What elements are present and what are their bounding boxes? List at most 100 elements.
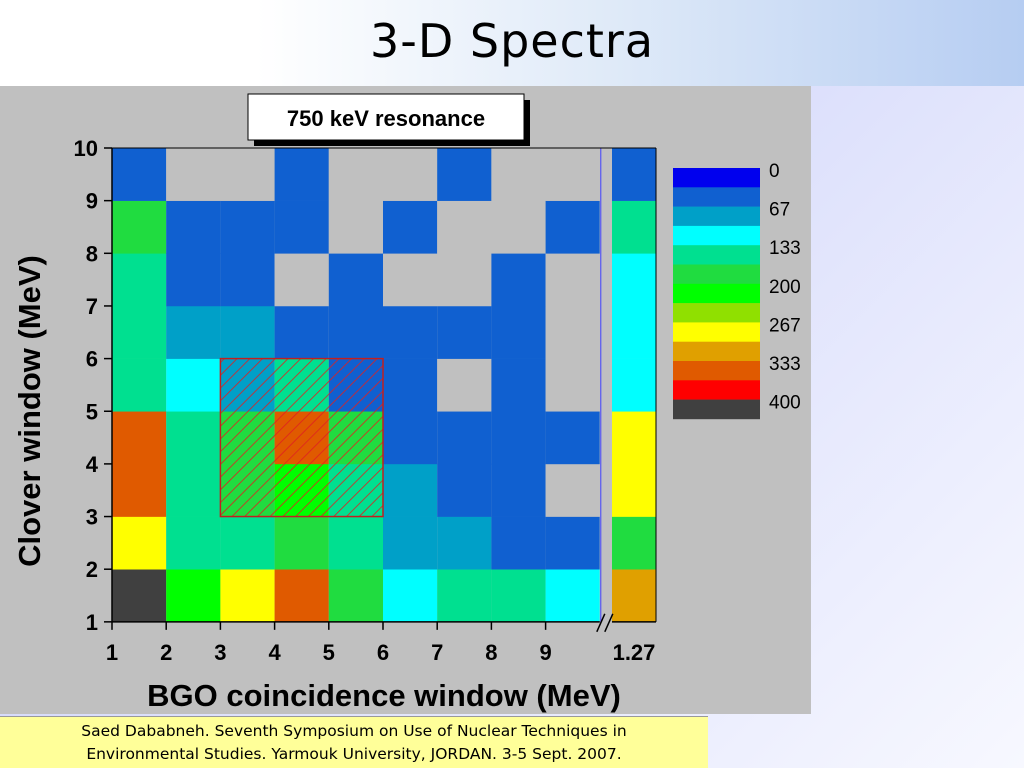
heatmap-cell (437, 463, 492, 517)
legend-swatch (673, 187, 760, 207)
heatmap-cell (328, 253, 383, 307)
heatmap-cell (328, 148, 383, 201)
y-tick-label: 5 (86, 399, 98, 424)
y-tick-label: 10 (74, 136, 98, 161)
heatmap-cell (491, 305, 546, 359)
axis-break-mark (604, 613, 614, 633)
heatmap-cell (166, 358, 221, 412)
heatmap-cell (112, 253, 167, 307)
x-tick-label: 3 (214, 640, 226, 665)
heatmap-cell (112, 305, 167, 359)
legend-swatch (673, 206, 760, 227)
legend-label: 267 (769, 315, 801, 336)
legend-label: 333 (769, 354, 801, 375)
x-tick-label: 4 (268, 640, 281, 665)
heatmap-cell (491, 411, 546, 465)
y-tick-label: 8 (86, 241, 98, 266)
heatmap-cell (612, 200, 656, 254)
y-axis-label: Clover window (MeV) (12, 255, 47, 567)
heatmap-cell (166, 148, 221, 201)
heatmap-cell (112, 516, 167, 570)
legend-swatch (673, 264, 760, 285)
heatmap-cell (383, 516, 438, 570)
x-tick-label: 2 (160, 640, 172, 665)
heatmap-cell (220, 516, 275, 570)
heatmap-cell (274, 305, 329, 359)
heatmap-cell (220, 305, 275, 359)
slide-title: 3-D Spectra (369, 14, 655, 68)
heatmap-cell (112, 358, 167, 412)
heatmap-cell (437, 148, 492, 201)
heatmap-cell (437, 569, 492, 623)
y-tick-label: 1 (86, 610, 98, 635)
heatmap-cell (491, 148, 546, 201)
axis-break-mark (596, 613, 606, 633)
y-tick-label: 4 (86, 452, 99, 477)
plot-panel: 1 2 3 4 5 6 7 8 9 10 1 2 3 4 5 6 7 8 9 1.27 0 67 133 200 267 333… (0, 86, 811, 714)
heatmap-cell (383, 569, 438, 623)
legend-label: 0 (769, 161, 780, 182)
heatmap-cell (545, 148, 600, 201)
y-tick-label: 6 (86, 347, 98, 372)
heatmap-cell (383, 200, 438, 254)
legend-swatch (673, 245, 760, 265)
y-tick-label: 2 (86, 557, 98, 582)
legend-swatch (673, 168, 760, 188)
y-tick-label: 7 (86, 294, 98, 319)
heatmap-cell (491, 358, 546, 412)
heatmap-cell (112, 411, 167, 465)
heatmap-cell (166, 200, 221, 254)
heatmap-cell (328, 200, 383, 254)
legend-label: 133 (769, 238, 801, 259)
heatmap-cell (612, 411, 656, 465)
legend-swatch (673, 380, 760, 400)
heatmap-cell (383, 253, 438, 307)
legend-swatch (673, 399, 760, 420)
heatmap-cell (274, 148, 329, 201)
x-tick-label: 1.27 (613, 640, 656, 665)
heatmap-cell (612, 463, 656, 517)
x-axis-label: BGO coincidence window (MeV) (147, 678, 621, 713)
heatmap-cell (545, 463, 600, 517)
heatmap-cell (328, 569, 383, 623)
legend-swatch (673, 322, 760, 342)
heatmap-cell (612, 305, 656, 359)
heatmap-cell (612, 358, 656, 412)
heatmap-cell (545, 516, 600, 570)
heatmap-cell (437, 200, 492, 254)
heatmap-cell (545, 253, 600, 307)
heatmap-cell (491, 569, 546, 623)
heatmap-cell (437, 358, 492, 412)
heatmap-cell (383, 463, 438, 517)
heatmap-cell (491, 516, 546, 570)
legend-swatch (673, 225, 760, 246)
heatmap-cell (545, 569, 600, 623)
legend-swatch (673, 303, 760, 323)
heatmap-cell (612, 569, 656, 623)
heatmap-cell (383, 411, 438, 465)
x-tick-label: 8 (485, 640, 497, 665)
heatmap-cell (437, 411, 492, 465)
legend-swatch (673, 283, 760, 304)
heatmap-cell (166, 463, 221, 517)
heatmap-cell (383, 305, 438, 359)
x-tick-label: 6 (377, 640, 389, 665)
heatmap-cell (545, 305, 600, 359)
heatmap-cell (112, 463, 167, 517)
heatmap-cell (166, 305, 221, 359)
legend-swatch (673, 341, 760, 362)
heatmap-cell (328, 305, 383, 359)
heatmap-cell (220, 569, 275, 623)
heatmap-cell (166, 411, 221, 465)
chart-title-box: 750 keV resonance (247, 93, 530, 146)
legend-label: 400 (769, 393, 801, 414)
y-tick-label: 3 (86, 505, 98, 530)
heatmap-cell (545, 200, 600, 254)
heatmap-cell (274, 200, 329, 254)
legend-label: 200 (769, 277, 801, 298)
heatmap-cell (612, 148, 656, 201)
x-tick-label: 5 (323, 640, 335, 665)
heatmap-cell (112, 569, 167, 623)
heatmap-cell (274, 569, 329, 623)
